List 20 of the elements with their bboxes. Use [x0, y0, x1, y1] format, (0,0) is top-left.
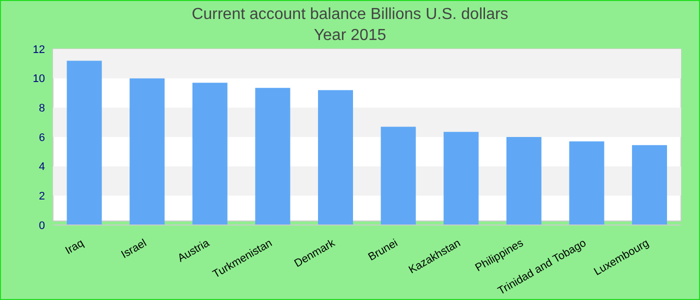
x-tick-label: Iraq: [63, 237, 86, 258]
y-tick-label: 4: [38, 161, 45, 174]
y-tick-label: 8: [38, 102, 45, 115]
bar: [192, 82, 228, 225]
bar: [66, 60, 102, 225]
bar: [632, 145, 668, 225]
bar: [444, 132, 479, 225]
y-tick-label: 6: [38, 132, 45, 144]
bar: [318, 90, 354, 225]
y-tick-label: 0: [38, 220, 45, 232]
bar: [569, 141, 604, 225]
y-tick-label: 10: [32, 73, 45, 86]
chart-title: Current account balance Billions U.S. dollars: [190, 5, 510, 25]
y-tick-label: 2: [38, 190, 45, 203]
bar: [255, 88, 290, 225]
bar: [130, 78, 165, 225]
bar: [380, 126, 416, 225]
y-tick-label: 12: [32, 44, 45, 56]
chart-subtitle: Year 2015: [314, 27, 386, 44]
bar: [506, 137, 542, 225]
